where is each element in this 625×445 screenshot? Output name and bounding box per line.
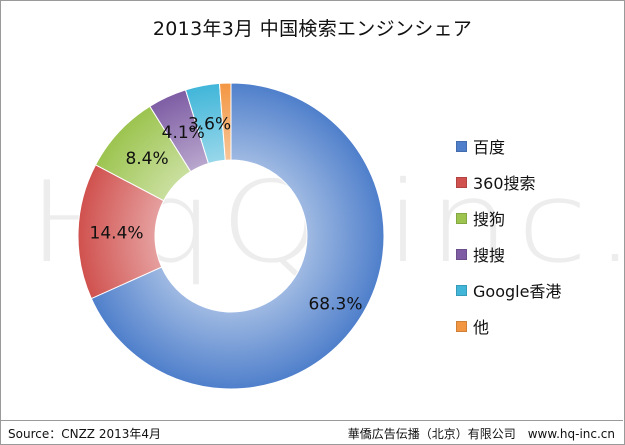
legend-item-other: 他 — [456, 308, 561, 344]
legend-label: 360搜索 — [473, 174, 536, 193]
legend-item-sogou: 搜狗 — [456, 200, 561, 236]
legend-label: 百度 — [473, 138, 506, 157]
slice-label-soso: 4.1% — [162, 123, 205, 143]
legend-item-baidu: 百度 — [456, 128, 561, 164]
footer-source: Source：CNZZ 2013年4月 — [8, 427, 162, 441]
chart-title: 2013年3月 中国検索エンジンシェア — [152, 18, 473, 40]
legend-label: 搜狗 — [473, 210, 506, 229]
legend-item-google-hk: Google香港 — [456, 272, 561, 308]
legend-label: 他 — [473, 318, 490, 337]
legend-swatch — [456, 212, 467, 224]
slice-baidu — [90, 82, 385, 390]
slice-label-baidu: 68.3% — [308, 295, 362, 315]
legend: 百度 360搜索搜狗搜搜 Google香港他 — [456, 128, 561, 344]
legend-item-soso: 搜搜 — [456, 236, 561, 272]
legend-swatch — [456, 320, 467, 332]
slice-label-sogou: 8.4% — [125, 149, 168, 169]
slice-label-google-hk: 3.6% — [188, 115, 231, 135]
legend-swatch — [456, 140, 467, 152]
legend-swatch — [456, 284, 467, 296]
legend-item-360: 360搜索 — [456, 164, 561, 200]
slice-other — [218, 82, 232, 161]
labels-group: 68.3% 14.4% 8.4% 4.1%3.6% — [90, 115, 363, 315]
footer-company: 華僑広告伝播（北京）有限公司 www.hq-inc.cn — [347, 427, 615, 441]
legend-label: 搜搜 — [473, 246, 506, 265]
legend-swatch — [456, 176, 467, 188]
slices-group — [77, 82, 385, 390]
legend-swatch — [456, 248, 467, 260]
legend-label: Google香港 — [473, 282, 562, 301]
slice-label-360: 14.4% — [90, 223, 144, 243]
footer: Source：CNZZ 2013年4月 華僑広告伝播（北京）有限公司 www.h… — [0, 420, 623, 445]
